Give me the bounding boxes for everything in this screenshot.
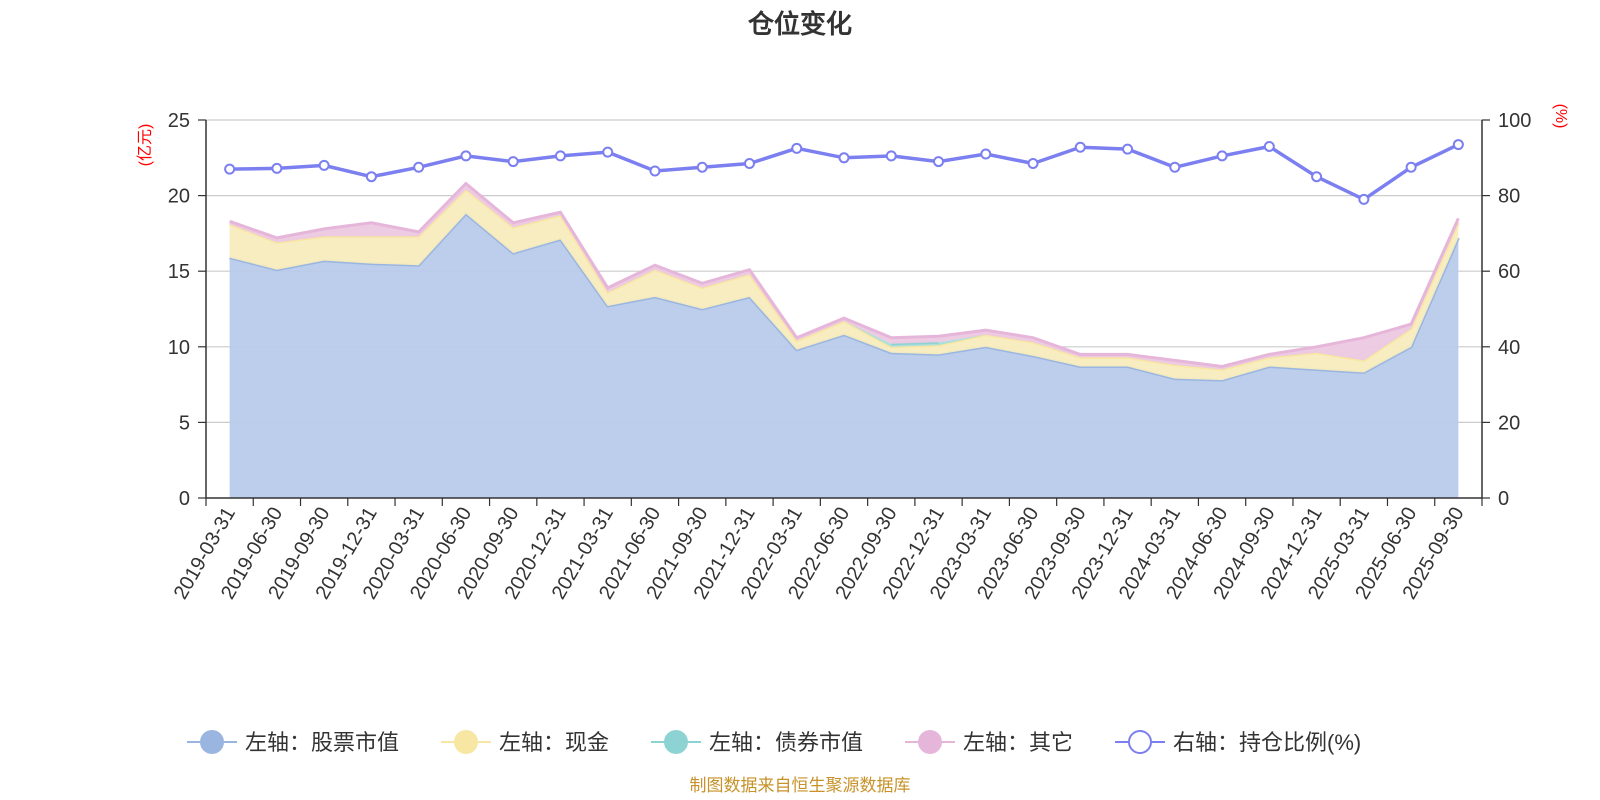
ratio-line-layer [224, 139, 1464, 205]
ratio-point [1405, 161, 1417, 173]
right-axis-tick-label: 40 [1498, 337, 1520, 359]
ratio-point [271, 162, 283, 174]
right-axis-tick-label: 100 [1498, 110, 1531, 132]
stacked-area-band [229, 183, 1459, 370]
ratio-point [980, 148, 992, 160]
stacked-area-band [229, 213, 1459, 498]
left-axis-tick-label: 0 [179, 488, 190, 510]
left-axis-tick-label: 10 [168, 337, 190, 359]
legend-item: 左轴：现金 [441, 730, 609, 755]
ratio-point [1169, 161, 1181, 173]
ratio-point [413, 161, 425, 173]
legend-item: 左轴：股票市值 [187, 730, 399, 755]
left-axis-unit: (亿元) [136, 124, 154, 167]
legend-label: 右轴：持仓比例(%) [1173, 730, 1361, 755]
ratio-point [554, 150, 566, 162]
legend-marker [1128, 730, 1152, 754]
legend-label: 左轴：现金 [499, 730, 609, 755]
stacked-area-band [229, 189, 1459, 381]
ratio-point [507, 156, 519, 168]
ratio-point [1027, 157, 1039, 169]
chart-title: 仓位变化 [747, 9, 852, 39]
ratio-point [1452, 139, 1464, 151]
legend-item: 左轴：其它 [905, 730, 1073, 755]
left-axis-tick-label: 15 [168, 261, 190, 283]
left-axis-tick-label: 25 [168, 110, 190, 132]
legend-marker [664, 730, 688, 754]
ratio-point [224, 163, 236, 175]
right-axis-tick-label: 80 [1498, 186, 1520, 208]
left-axis-tick-label: 5 [179, 412, 190, 434]
ratio-point [460, 150, 472, 162]
data-source-footer: 制图数据来自恒生聚源数据库 [690, 776, 911, 795]
ratio-point [885, 150, 897, 162]
right-axis-tick-label: 60 [1498, 261, 1520, 283]
ratio-point [1358, 193, 1370, 205]
legend-marker [200, 730, 224, 754]
ratio-point [1074, 141, 1086, 153]
right-axis-unit: (%) [1552, 104, 1569, 129]
ratio-point [743, 157, 755, 169]
legend-item: 左轴：债券市值 [651, 730, 863, 755]
ratio-point [696, 161, 708, 173]
ratio-point [1311, 171, 1323, 183]
legend-marker [918, 730, 942, 754]
legend-item: 右轴：持仓比例(%) [1115, 730, 1361, 755]
legend-label: 左轴：其它 [963, 730, 1073, 755]
ratio-point [791, 142, 803, 154]
right-axis-tick-label: 20 [1498, 412, 1520, 434]
left-axis-tick-label: 20 [168, 186, 190, 208]
ratio-point [649, 165, 661, 177]
ratio-point [838, 152, 850, 164]
ratio-point [1216, 150, 1228, 162]
ratio-point [318, 159, 330, 171]
ratio-point [602, 146, 614, 158]
ratio-point [365, 171, 377, 183]
legend-label: 左轴：股票市值 [245, 730, 399, 755]
ratio-point [933, 156, 945, 168]
area-layer [229, 181, 1460, 498]
legend-label: 左轴：债券市值 [709, 730, 863, 755]
legend: 左轴：股票市值 左轴：现金 左轴：债券市值 左轴：其它 右轴：持仓比例(%) [187, 730, 1361, 755]
legend-marker [454, 730, 478, 754]
stacked-area-edge [229, 181, 1460, 369]
ratio-point [1122, 143, 1134, 155]
ratio-point [1263, 140, 1275, 152]
right-axis-tick-label: 0 [1498, 488, 1509, 510]
